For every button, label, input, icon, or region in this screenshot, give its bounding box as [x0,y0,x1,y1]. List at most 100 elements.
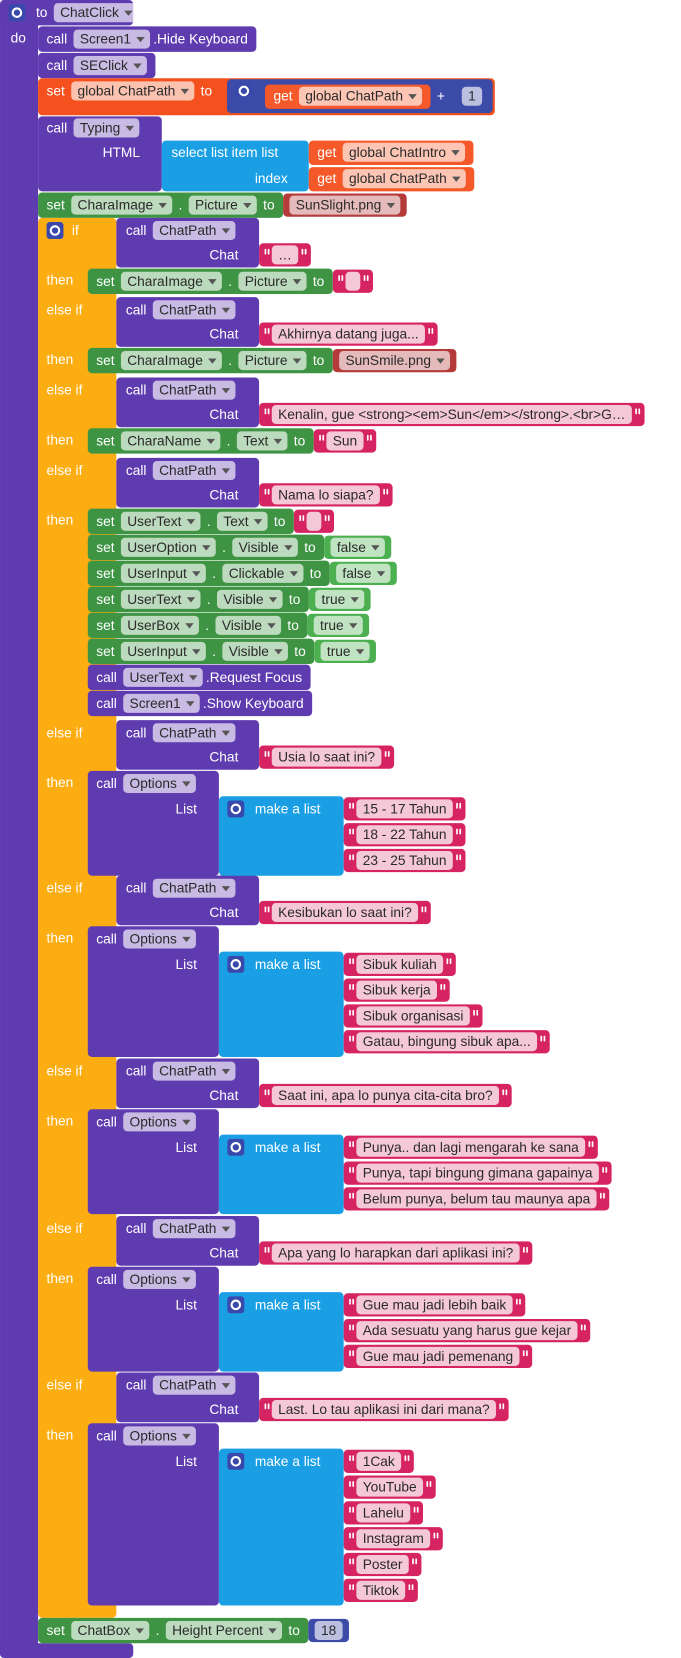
keyword: to [294,433,306,448]
quote-mark [602,1166,608,1173]
dropdown-label: UserText [127,514,181,529]
dropdown-arrow [208,358,217,364]
dropdown-label: false [342,566,371,581]
keyword: call [96,1428,117,1443]
keyword: then [47,352,74,367]
dropdown-label: Visible [239,540,280,555]
quote-mark [383,488,389,495]
dropdown-arrow [208,279,217,285]
keyword: Chat [209,407,238,422]
dropdown-field [120,351,222,371]
dropdown-field [238,351,307,371]
make-list-block [218,951,344,1057]
string-field [271,1399,496,1420]
keyword: else if [47,383,83,398]
dropdown-field [123,774,196,794]
mutator-gear [49,225,61,236]
dropdown-label: ChatClick [60,5,119,20]
mutator-icon [227,1296,245,1314]
dropdown-label: Height Percent [172,1623,263,1638]
dropdown-label: ChatPath [159,463,216,478]
dropdown-field [339,351,451,371]
keyword: call [126,383,147,398]
dropdown-label: global ChatIntro [349,145,446,160]
quote-mark [499,1403,505,1410]
keyword: call [126,302,147,317]
dropdown-field [152,1375,236,1395]
string-label: Sibuk kerja [363,983,431,998]
dropdown-label: ChatPath [159,223,216,238]
keyword: select list item list [171,145,278,160]
keyword: Chat [209,750,238,765]
string-label: Kesibukan lo saat ini? [278,905,412,920]
keyword: call [126,725,147,740]
dropdown-arrow [221,388,231,394]
dropdown-arrow [274,649,283,655]
string-field [356,1451,402,1471]
dropdown-arrow [221,228,231,234]
dropdown-field [222,641,288,661]
quote-mark [456,854,462,861]
call-block [87,926,219,1057]
keyword: . [207,592,211,607]
keyword: call [96,1272,117,1287]
keyword: else if [47,1378,83,1393]
string-label: Saat ini, apa lo punya cita-cita bro? [278,1088,493,1103]
quote-mark [408,1584,414,1591]
dropdown-arrow [192,571,201,577]
dropdown-label: Text [223,514,248,529]
quote-mark [349,984,355,990]
mutator-gear [230,1456,242,1467]
dropdown-arrow [186,597,196,603]
keyword: call [126,1064,147,1079]
method-label: .Hide Keyboard [153,32,248,47]
dropdown-field [120,537,216,557]
quote-mark [319,434,325,441]
string-label: Sun [333,433,357,448]
make-list-block [218,1448,344,1606]
quote-mark [421,906,427,913]
string-field [356,1503,411,1523]
dropdown-arrow [192,649,201,655]
string-label: Gatau, bingung sibuk apa... [363,1034,531,1049]
dropdown-field [120,563,206,583]
dropdown-field [123,1426,196,1446]
keyword: call [96,931,117,946]
dropdown-label: CharaImage [127,353,203,368]
string-label: Gue mau jadi pemenang [363,1349,513,1364]
dropdown-field [313,615,363,635]
dropdown-label: Picture [245,274,288,289]
dropdown-arrow [268,1628,277,1634]
keyword: to [294,644,306,659]
keyword: set [47,198,66,213]
dropdown-field [73,29,151,49]
layer-4: to ChatClick do call Screen1 .Hide Keyboard ca… [11,5,626,1638]
keyword: to [36,5,48,20]
dropdown-field [123,693,200,713]
string-label: Instagram [363,1531,424,1546]
string-field [356,980,438,1000]
string-field [271,485,380,505]
keyword: . [212,566,216,581]
quote-mark [515,1298,521,1305]
dropdown-arrow [221,307,231,313]
dropdown-field [152,1219,236,1239]
dropdown-label: ChatPath [159,1221,216,1236]
keyword: else if [47,1064,83,1079]
dropdown-field [342,142,466,162]
dropdown-label: Options [130,1428,177,1443]
string-field [356,825,453,845]
dropdown-arrow [136,37,145,43]
quote-mark [349,1350,355,1357]
dropdown-field [330,537,385,557]
quote-mark [384,750,390,757]
field-label: 1 [468,89,476,104]
dropdown-field [152,380,236,400]
quote-mark [349,1298,355,1305]
keyword: set [47,1623,66,1638]
quote-mark [349,1009,355,1016]
keyword: to [313,353,325,368]
keyword: to [304,540,316,555]
string-label: 15 - 17 Tahun [363,801,447,816]
keyword: get [273,89,292,104]
